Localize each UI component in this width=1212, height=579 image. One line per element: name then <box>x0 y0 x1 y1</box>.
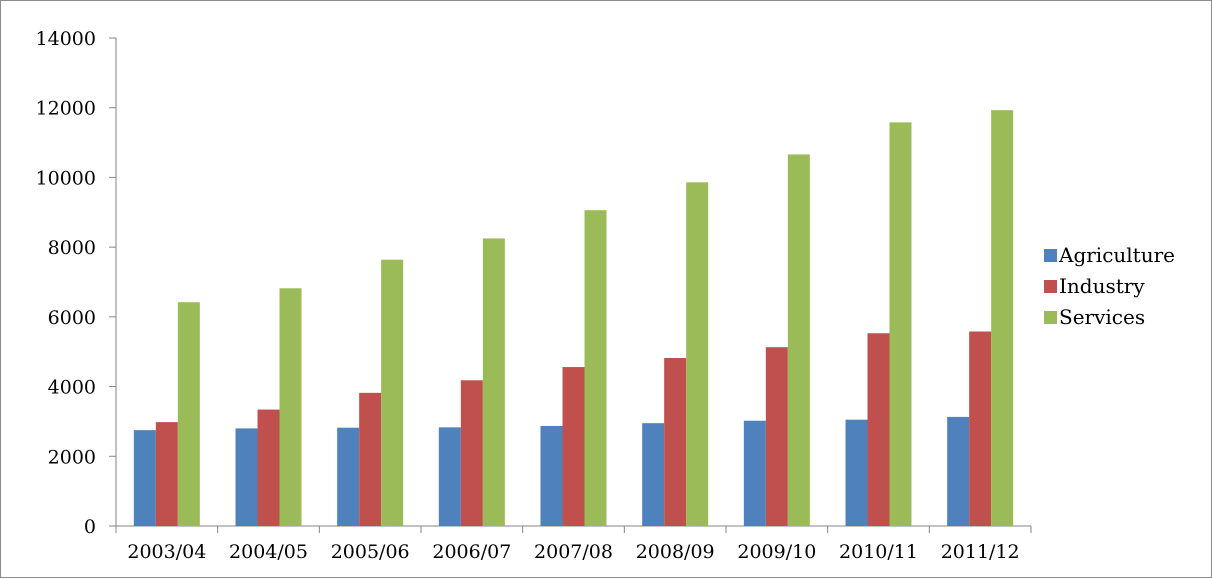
x-category-label: 2003/04 <box>127 541 206 563</box>
bar-industry <box>664 357 687 526</box>
legend-label: Industry <box>1059 274 1145 298</box>
y-tick-label: 0 <box>84 516 96 538</box>
bar-agriculture <box>642 423 665 526</box>
bar-services <box>584 210 607 527</box>
bar-industry <box>562 367 585 526</box>
bar-industry <box>257 409 280 526</box>
x-category-label: 2011/12 <box>941 541 1020 563</box>
legend-label: Services <box>1059 305 1145 329</box>
y-tick-label: 8000 <box>48 237 96 259</box>
bar-industry <box>765 347 788 526</box>
y-axis: 0 2000 4000 6000 8000 10000 12000 14000 <box>36 28 117 538</box>
x-category-label: 2009/10 <box>737 541 816 563</box>
bar-industry <box>155 422 178 526</box>
legend-swatch <box>1044 311 1057 324</box>
bar-services <box>787 154 810 526</box>
x-category-label: 2007/08 <box>534 541 613 563</box>
x-category-label: 2006/07 <box>432 541 511 563</box>
y-tick-label: 2000 <box>48 446 96 468</box>
legend-swatch <box>1044 249 1057 262</box>
bar-services <box>177 302 200 526</box>
legend: Agriculture Industry Services <box>1044 243 1175 329</box>
x-category-label: 2010/11 <box>839 541 918 563</box>
bar-industry <box>867 333 890 526</box>
y-tick-label: 10000 <box>36 167 96 189</box>
bar-services <box>381 259 404 526</box>
bar-agriculture <box>947 416 970 526</box>
y-tick-label: 6000 <box>48 307 96 329</box>
bar-agriculture <box>337 427 360 526</box>
bar-agriculture <box>540 425 563 526</box>
bar-services <box>482 238 505 526</box>
x-category-label: 2008/09 <box>636 541 715 563</box>
bar-services <box>686 182 709 526</box>
y-tick-label: 12000 <box>36 98 96 120</box>
x-category-label: 2005/06 <box>331 541 410 563</box>
y-tick-label: 4000 <box>48 377 96 399</box>
bar-agriculture <box>845 419 868 526</box>
bar-agriculture <box>438 427 461 526</box>
x-category-label: 2004/05 <box>229 541 308 563</box>
y-tick-label: 14000 <box>36 28 96 50</box>
bar-services <box>889 122 912 527</box>
bar-services <box>991 110 1014 526</box>
bars <box>133 110 1014 527</box>
bar-agriculture <box>235 428 258 526</box>
bar-industry <box>359 392 382 526</box>
bar-agriculture <box>743 420 766 526</box>
bar-industry <box>969 331 992 526</box>
legend-label: Agriculture <box>1058 243 1175 267</box>
bar-agriculture <box>133 430 156 526</box>
legend-swatch <box>1044 280 1057 293</box>
bar-services <box>279 288 302 526</box>
x-axis: 2003/04 2004/05 2005/06 2006/07 2007/08 2008/… <box>115 525 1032 563</box>
bar-industry <box>460 380 483 526</box>
